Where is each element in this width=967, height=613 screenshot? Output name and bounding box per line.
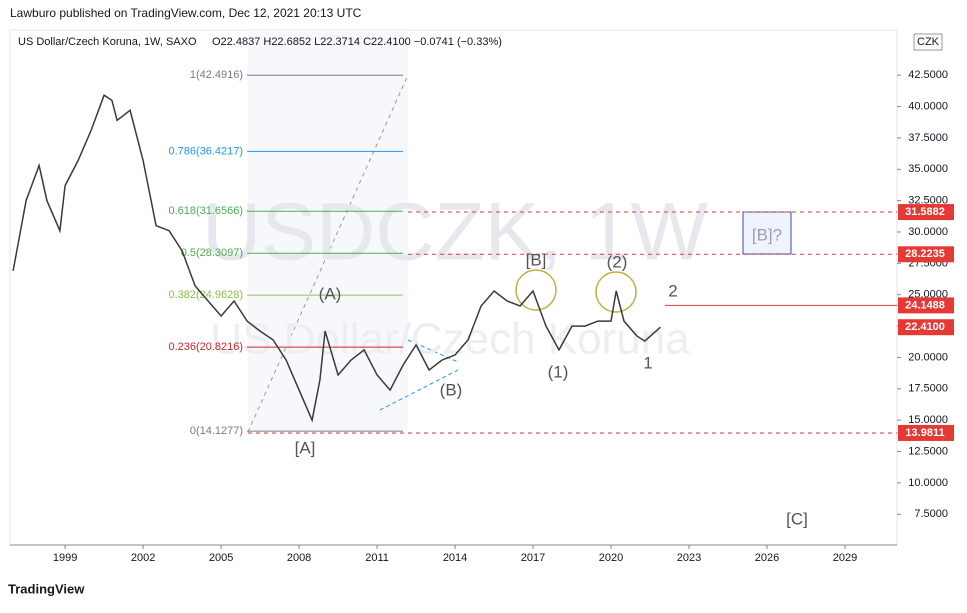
watermark-sub: US Dollar/Czech Koruna xyxy=(210,315,690,364)
wave-label: (A) xyxy=(319,284,342,303)
fib-label: 0.786(36.4217) xyxy=(168,145,243,157)
x-tick-label: 2014 xyxy=(443,552,467,564)
fib-label: 0.382(24.9628) xyxy=(168,289,243,301)
x-tick-label: 2002 xyxy=(131,552,155,564)
fib-label: 0.5(28.3097) xyxy=(181,247,243,259)
wave-label: [B] xyxy=(526,250,547,269)
y-tick-label: 42.5000 xyxy=(908,69,948,81)
price-tag xyxy=(898,319,954,336)
fib-label: 0(14.1277) xyxy=(190,425,243,437)
symbol: US Dollar/Czech Koruna, 1W, SAXO xyxy=(18,36,197,48)
circle-b xyxy=(515,269,557,311)
circle-2 xyxy=(595,271,637,313)
price-tag-label: 13.9811 xyxy=(905,427,944,439)
price-tag-label: 31.5882 xyxy=(905,206,945,218)
price-tag-label: 28.2235 xyxy=(905,248,945,260)
price-line-series xyxy=(12,94,661,423)
watermark: USDCZK, 1W xyxy=(202,187,708,278)
x-tick-label: 2008 xyxy=(287,552,311,564)
brand: TradingView xyxy=(8,581,85,596)
y-tick-label: 35.0000 xyxy=(908,163,948,175)
y-tick-label: 40.0000 xyxy=(908,100,948,112)
wave-label: [C] xyxy=(786,509,808,528)
fib-label: 1(42.4916) xyxy=(190,69,243,81)
x-tick-label: 2020 xyxy=(599,552,623,564)
currency: CZK xyxy=(917,36,940,48)
x-tick-label: 2026 xyxy=(755,552,779,564)
currency-box xyxy=(913,33,943,51)
x-tick-label: 2023 xyxy=(677,552,701,564)
publisher: Lawburo published on TradingView.com, De… xyxy=(10,6,362,20)
wave-label: 1 xyxy=(643,353,652,372)
price-tag xyxy=(898,204,954,221)
x-tick-label: 1999 xyxy=(53,552,77,564)
price-tag xyxy=(898,246,954,263)
y-tick-label: 37.5000 xyxy=(908,132,948,144)
target-box xyxy=(742,211,792,255)
fib-zone xyxy=(248,30,408,430)
triangle-upper xyxy=(407,339,459,363)
y-tick-label: 30.0000 xyxy=(908,226,948,238)
wave-label: 2 xyxy=(668,281,677,300)
fib-label: 0.236(20.8216) xyxy=(168,341,243,353)
triangle-lower xyxy=(379,369,459,411)
y-tick-label: 15.0000 xyxy=(908,414,948,426)
y-tick-label: 7.5000 xyxy=(914,508,948,520)
fib-label: 0.618(31.6566) xyxy=(168,205,243,217)
wave-label: [B]? xyxy=(752,225,782,244)
price-tag xyxy=(898,424,954,441)
x-tick-label: 2011 xyxy=(365,552,389,564)
y-tick-label: 17.5000 xyxy=(908,383,948,395)
y-tick-label: 12.5000 xyxy=(908,445,948,457)
y-tick-label: 10.0000 xyxy=(908,477,948,489)
x-tick-label: 2017 xyxy=(521,552,545,564)
wave-label: (2) xyxy=(607,252,628,271)
wave-label: (1) xyxy=(548,362,569,381)
price-tag xyxy=(898,297,954,314)
ohlc: O22.4837 H22.6852 L22.3714 C22.4100 −0.0… xyxy=(212,36,502,48)
x-tick-label: 2029 xyxy=(833,552,857,564)
y-tick-label: 32.5000 xyxy=(908,195,948,207)
x-tick-label: 2005 xyxy=(209,552,233,564)
price-tag-label: 24.1488 xyxy=(905,299,945,311)
y-tick-label: 20.0000 xyxy=(908,351,948,363)
wave-label: (B) xyxy=(440,380,463,399)
wave-label: [A] xyxy=(295,438,316,457)
price-tag-label: 22.4100 xyxy=(905,321,945,333)
